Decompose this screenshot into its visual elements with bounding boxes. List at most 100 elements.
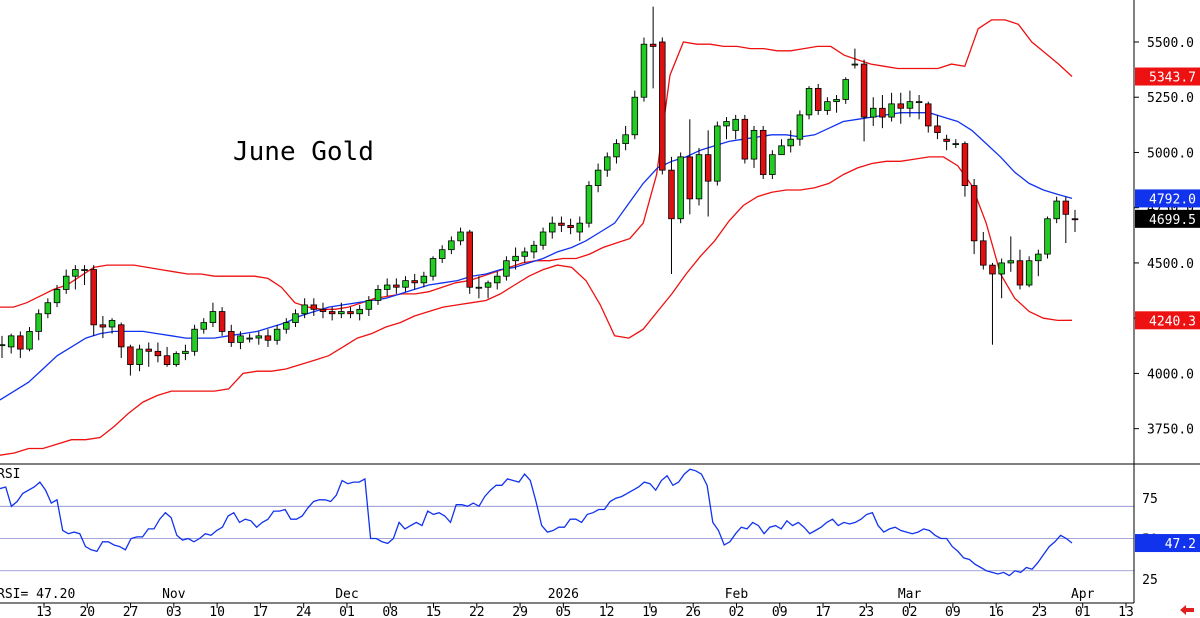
candle-body	[769, 154, 776, 175]
candle-body	[411, 280, 418, 284]
x-month-label: Nov	[162, 587, 186, 602]
candle	[1025, 256, 1033, 288]
candle	[787, 130, 794, 153]
candle-body	[906, 101, 914, 109]
candle-body	[1062, 200, 1070, 215]
x-month-label: Feb	[725, 587, 749, 602]
candle-body	[1007, 260, 1015, 264]
x-tick-label: 17	[815, 605, 831, 618]
candle-body	[127, 346, 134, 365]
candle	[604, 152, 611, 177]
candle	[475, 276, 483, 299]
candle-body	[888, 103, 895, 118]
x-month-label: Mar	[898, 587, 922, 602]
candle-body	[347, 311, 354, 315]
candle	[989, 262, 996, 345]
candle-body	[117, 324, 125, 348]
scroll-arrow-icon[interactable]	[1180, 605, 1194, 615]
candle-body	[182, 350, 189, 354]
x-tick-label: 19	[642, 605, 658, 618]
candle	[649, 6, 657, 89]
candle-body	[7, 335, 15, 348]
tag-text: 4792.0	[1149, 192, 1196, 207]
x-tick-label: 13	[1118, 605, 1134, 618]
candle	[549, 216, 556, 239]
candle-body	[393, 284, 400, 288]
candle-body	[228, 331, 235, 343]
candle-body	[365, 300, 373, 310]
candle	[631, 90, 639, 140]
candle	[273, 324, 281, 345]
candle-body	[292, 313, 299, 323]
candle-body	[640, 43, 648, 98]
candle-body	[218, 311, 226, 332]
candle-body	[659, 41, 666, 171]
x-tick-label: 20	[79, 605, 95, 618]
candle	[503, 256, 510, 281]
candle	[1035, 249, 1042, 277]
candle-body	[17, 335, 24, 350]
candle	[127, 344, 134, 376]
candle	[970, 178, 978, 255]
candle	[484, 280, 492, 299]
x-tick-label: 01	[1075, 605, 1091, 618]
candle-body	[1053, 200, 1060, 220]
candle	[154, 342, 162, 363]
candle	[301, 298, 308, 319]
candle-body	[420, 275, 428, 284]
candle-body	[549, 222, 556, 233]
x-tick-label: 09	[945, 605, 961, 618]
rsi-readout: RSI= 47.20	[0, 587, 75, 602]
candle-body	[1025, 260, 1033, 286]
candle	[576, 216, 584, 241]
candle	[824, 97, 831, 115]
candle-body	[512, 255, 519, 262]
x-tick-label: 24	[296, 605, 312, 618]
x-tick-label: 23	[1032, 605, 1048, 618]
x-tick-label: 27	[123, 605, 139, 618]
candle	[512, 247, 519, 270]
candle-body	[530, 244, 538, 253]
candle	[934, 114, 941, 140]
candle	[0, 335, 6, 358]
x-month-label: Apr	[1071, 587, 1095, 602]
candle	[117, 322, 125, 358]
candle-body	[81, 269, 88, 271]
candle	[466, 229, 473, 294]
candle	[163, 346, 171, 367]
candle-body	[90, 269, 97, 326]
rsi-label: RSI	[0, 467, 20, 482]
candle-body	[374, 289, 382, 301]
candle-body	[1044, 218, 1051, 255]
x-tick-label: 29	[512, 605, 528, 618]
candle	[347, 307, 354, 319]
candle-body	[567, 224, 574, 228]
candle-body	[915, 101, 923, 104]
x-tick-label: 13	[36, 605, 52, 618]
candle	[879, 95, 886, 129]
candle-body	[53, 289, 61, 304]
tag-box	[1135, 209, 1200, 228]
candle-body	[466, 231, 473, 288]
tag-box	[1135, 189, 1200, 208]
last-value-tag: 4699.5	[1135, 209, 1200, 228]
candle-body	[604, 156, 611, 171]
candle	[173, 351, 180, 367]
candle	[842, 77, 849, 104]
candle-body	[493, 275, 501, 284]
candle	[438, 245, 446, 263]
candle-body	[136, 348, 143, 365]
candle	[778, 139, 785, 156]
candle-body	[925, 103, 932, 127]
candle-body	[695, 154, 703, 200]
chart-title: June Gold	[233, 137, 374, 167]
candle	[402, 276, 409, 292]
candle	[714, 121, 721, 186]
candle	[851, 48, 859, 69]
candle	[640, 37, 648, 102]
candle	[90, 265, 97, 336]
candle	[530, 240, 538, 259]
candle-body	[200, 322, 208, 330]
candle-body	[649, 43, 657, 47]
x-month-label: 2026	[548, 587, 579, 602]
